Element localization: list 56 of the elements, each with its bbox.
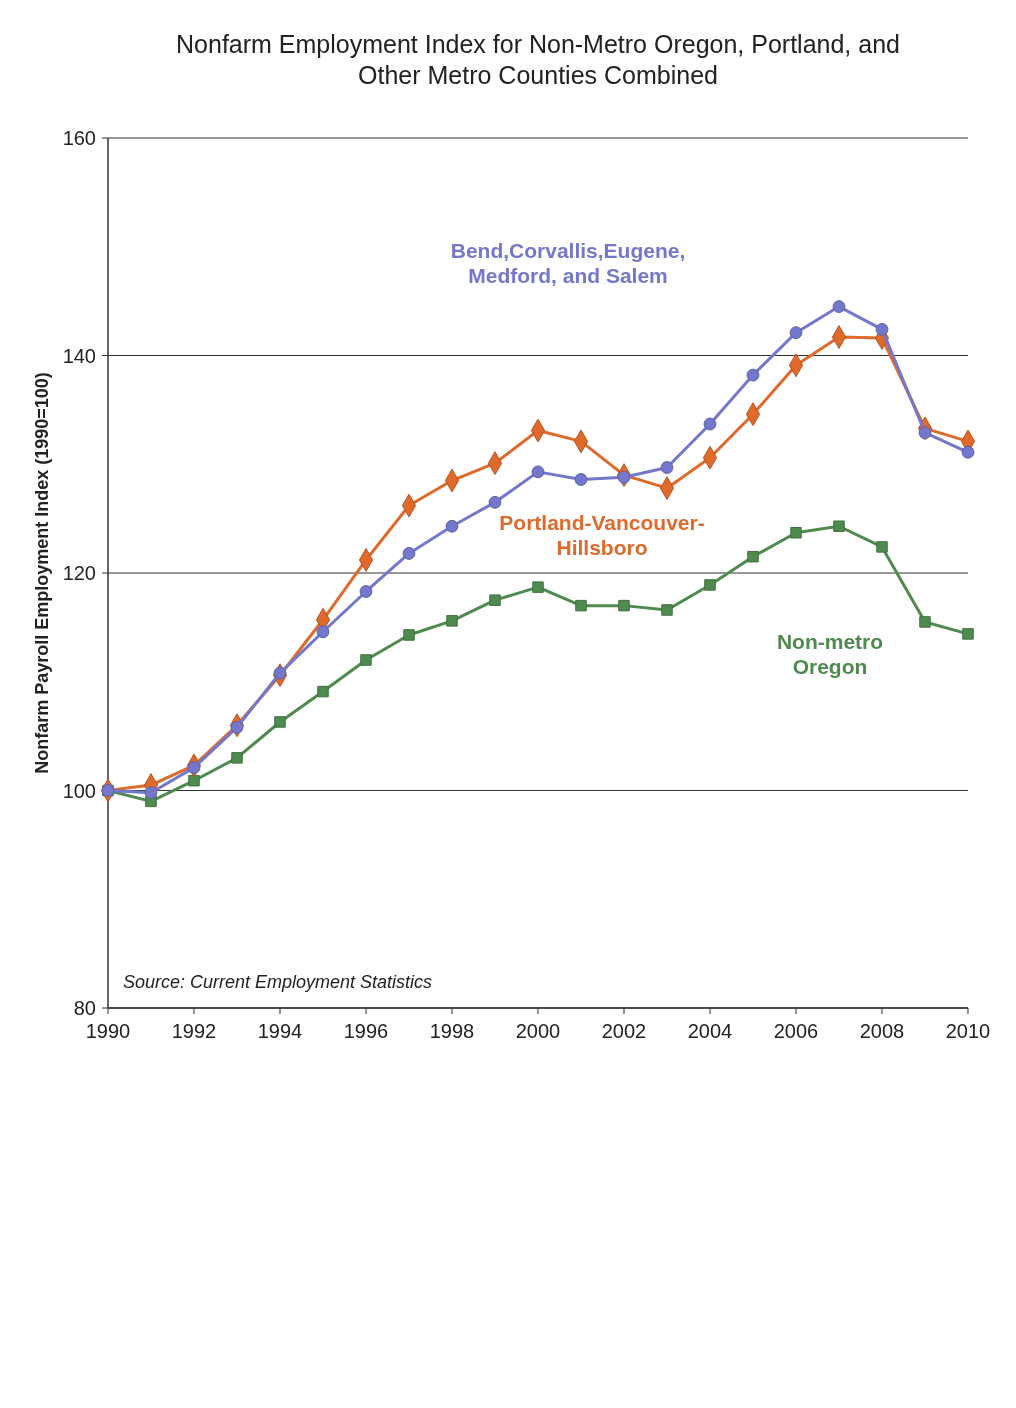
series-label: Non-metro Oregon <box>776 630 884 678</box>
x-tick-label: 2002 <box>601 1020 647 1042</box>
series-label: Portland-Vancouver- Hillsboro <box>499 511 705 559</box>
y-tick-label: 160 <box>62 127 96 149</box>
point <box>316 625 330 639</box>
x-tick-label: 2004 <box>687 1020 733 1042</box>
point <box>144 786 158 800</box>
point <box>445 519 459 533</box>
point <box>489 594 501 606</box>
point <box>661 604 673 616</box>
point <box>403 629 415 641</box>
y-tick-label: 120 <box>62 562 96 584</box>
y-axis-title: Nonfarm Payroll Employment Index (1990=100) <box>32 372 52 774</box>
point <box>274 716 286 728</box>
y-tick-label: 80 <box>73 997 96 1019</box>
point <box>876 541 888 553</box>
point <box>188 774 200 787</box>
point <box>360 654 372 666</box>
point <box>488 495 502 509</box>
point <box>575 599 587 612</box>
y-tick-label: 100 <box>62 779 96 802</box>
point <box>660 461 674 474</box>
point <box>359 585 373 598</box>
text: Bend,Corvallis,Eugene, Medford, and Salem <box>450 239 686 287</box>
point <box>402 547 416 560</box>
point <box>747 550 759 563</box>
point <box>532 581 544 593</box>
point <box>704 579 716 591</box>
y-tick-label: 140 <box>62 344 96 367</box>
point <box>618 599 630 612</box>
point <box>789 326 803 340</box>
x-tick-label: 2000 <box>515 1020 561 1042</box>
point <box>446 615 458 627</box>
point <box>832 300 846 313</box>
point <box>574 473 588 486</box>
x-tick-label: 2006 <box>773 1020 819 1042</box>
chart-title: Nonfarm Employment Index for Non-Metro Oregon, Portland, and Other Metro Counties Combined <box>176 30 900 89</box>
point <box>231 752 243 764</box>
x-tick-label: 2008 <box>859 1020 905 1042</box>
point <box>317 685 329 698</box>
point <box>961 445 975 459</box>
x-tick-label: 1998 <box>429 1020 475 1042</box>
point <box>875 322 889 336</box>
x-tick-label: 2010 <box>945 1020 991 1042</box>
point <box>703 417 717 431</box>
x-tick-label: 1996 <box>343 1020 389 1042</box>
point <box>746 368 760 382</box>
annotation: Source: Current Employment Statistics <box>123 972 433 992</box>
point <box>919 616 931 628</box>
x-tick-label: 1990 <box>85 1020 131 1042</box>
point <box>833 520 845 532</box>
x-tick-label: 1992 <box>171 1020 217 1042</box>
point <box>790 527 802 539</box>
point <box>531 465 545 479</box>
point <box>962 628 974 640</box>
x-tick-label: 1994 <box>257 1020 303 1042</box>
